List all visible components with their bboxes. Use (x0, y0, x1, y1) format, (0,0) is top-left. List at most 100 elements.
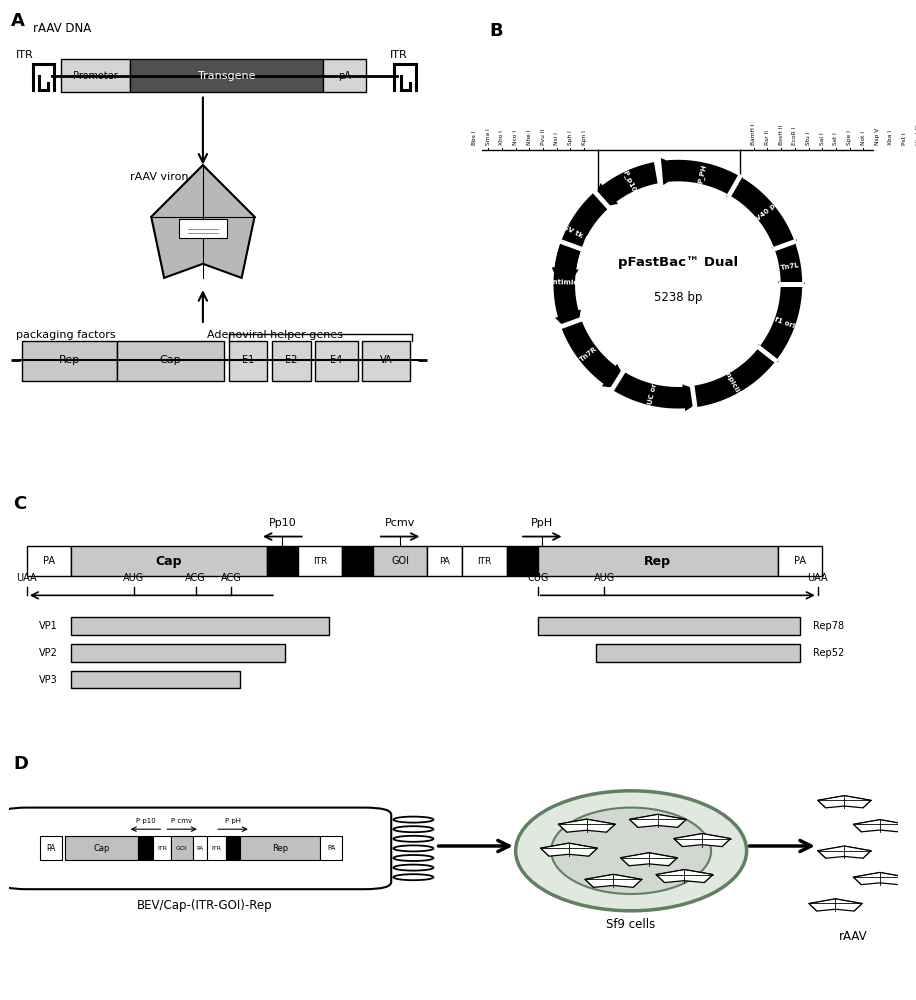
Ellipse shape (551, 808, 711, 894)
Text: ITR: ITR (313, 557, 327, 566)
Text: P pH: P pH (225, 818, 241, 824)
Text: Sma I: Sma I (485, 129, 491, 145)
Text: Not I: Not I (861, 131, 866, 145)
Polygon shape (555, 309, 581, 338)
FancyBboxPatch shape (343, 546, 374, 576)
Text: rAAV viron: rAAV viron (130, 172, 188, 182)
Polygon shape (559, 316, 583, 330)
Polygon shape (553, 242, 582, 323)
Text: Rep: Rep (644, 555, 671, 568)
Text: rAAV: rAAV (839, 930, 867, 943)
Text: Pcmv: Pcmv (385, 518, 415, 528)
FancyBboxPatch shape (538, 617, 800, 635)
FancyBboxPatch shape (22, 341, 116, 381)
Polygon shape (592, 189, 612, 211)
FancyBboxPatch shape (71, 644, 285, 662)
Text: SV40 pA: SV40 pA (751, 200, 781, 225)
Text: AUG: AUG (594, 573, 615, 583)
Text: Sal I: Sal I (820, 133, 824, 145)
Polygon shape (853, 820, 907, 832)
FancyBboxPatch shape (538, 546, 778, 576)
Text: ACG: ACG (185, 573, 206, 583)
FancyBboxPatch shape (427, 546, 463, 576)
Text: B: B (490, 22, 504, 40)
Text: CUG: CUG (527, 573, 549, 583)
Text: Xho I: Xho I (499, 130, 505, 145)
FancyBboxPatch shape (138, 836, 153, 860)
FancyBboxPatch shape (65, 836, 138, 860)
Text: ITR: ITR (390, 50, 408, 60)
Polygon shape (609, 368, 627, 393)
Text: PA: PA (47, 844, 56, 853)
Polygon shape (540, 843, 597, 856)
Text: Pp10: Pp10 (268, 518, 296, 528)
Text: P cmv: P cmv (171, 818, 192, 824)
FancyBboxPatch shape (40, 836, 62, 860)
Text: f1 ori: f1 ori (774, 317, 796, 329)
Text: Rep: Rep (59, 355, 80, 365)
Polygon shape (818, 796, 871, 808)
Text: Stu I: Stu I (806, 132, 811, 145)
Text: Cap: Cap (156, 555, 182, 568)
FancyBboxPatch shape (180, 219, 226, 238)
Text: Cap: Cap (159, 355, 181, 365)
Polygon shape (590, 183, 618, 210)
Polygon shape (661, 158, 687, 185)
Polygon shape (756, 344, 779, 364)
FancyBboxPatch shape (71, 617, 329, 635)
FancyBboxPatch shape (298, 546, 343, 576)
Text: pA: pA (339, 71, 352, 81)
Text: PA: PA (327, 845, 335, 851)
Polygon shape (558, 819, 616, 832)
Polygon shape (853, 872, 907, 885)
Text: P_p10: P_p10 (622, 169, 638, 193)
Text: Sst I: Sst I (834, 133, 838, 145)
FancyBboxPatch shape (374, 546, 427, 576)
FancyBboxPatch shape (267, 546, 298, 576)
Text: D: D (14, 755, 28, 773)
FancyBboxPatch shape (116, 341, 224, 381)
FancyBboxPatch shape (272, 341, 311, 381)
Polygon shape (726, 174, 743, 198)
FancyBboxPatch shape (507, 546, 538, 576)
Text: Sph I: Sph I (568, 131, 573, 145)
FancyBboxPatch shape (130, 59, 323, 92)
Text: Spe I: Spe I (847, 130, 852, 145)
Text: 5238 bp: 5238 bp (654, 291, 702, 304)
Polygon shape (776, 246, 802, 284)
FancyBboxPatch shape (71, 671, 240, 688)
Text: E4: E4 (331, 355, 343, 365)
Text: HSV tk pA: HSV tk pA (557, 222, 595, 245)
Polygon shape (778, 282, 805, 308)
Polygon shape (656, 870, 713, 883)
Polygon shape (559, 239, 583, 252)
FancyBboxPatch shape (362, 341, 409, 381)
Text: VA: VA (379, 355, 392, 365)
FancyBboxPatch shape (315, 341, 358, 381)
Text: AUG: AUG (123, 573, 144, 583)
Text: BamH I: BamH I (751, 124, 757, 145)
Text: ITR: ITR (157, 846, 167, 851)
Text: PA: PA (439, 557, 450, 566)
Text: EcoR I: EcoR I (792, 127, 797, 145)
FancyBboxPatch shape (323, 59, 366, 92)
FancyBboxPatch shape (60, 59, 130, 92)
Text: Kpn I: Kpn I (582, 130, 587, 145)
Text: pUC ori: pUC ori (646, 380, 659, 410)
Text: ITR: ITR (16, 50, 33, 60)
Text: Gentimicin: Gentimicin (542, 279, 586, 286)
FancyBboxPatch shape (595, 644, 800, 662)
Polygon shape (758, 288, 802, 361)
Polygon shape (629, 814, 686, 827)
Text: pFastBac™ Dual: pFastBac™ Dual (617, 256, 738, 269)
FancyBboxPatch shape (0, 808, 391, 889)
FancyBboxPatch shape (463, 546, 507, 576)
FancyBboxPatch shape (225, 836, 240, 860)
Ellipse shape (516, 791, 747, 911)
Text: P_PH: P_PH (697, 163, 708, 184)
FancyBboxPatch shape (208, 836, 225, 860)
Polygon shape (585, 874, 642, 887)
Text: Tn7R: Tn7R (579, 345, 598, 363)
FancyBboxPatch shape (240, 836, 321, 860)
Text: UAA: UAA (807, 573, 828, 583)
